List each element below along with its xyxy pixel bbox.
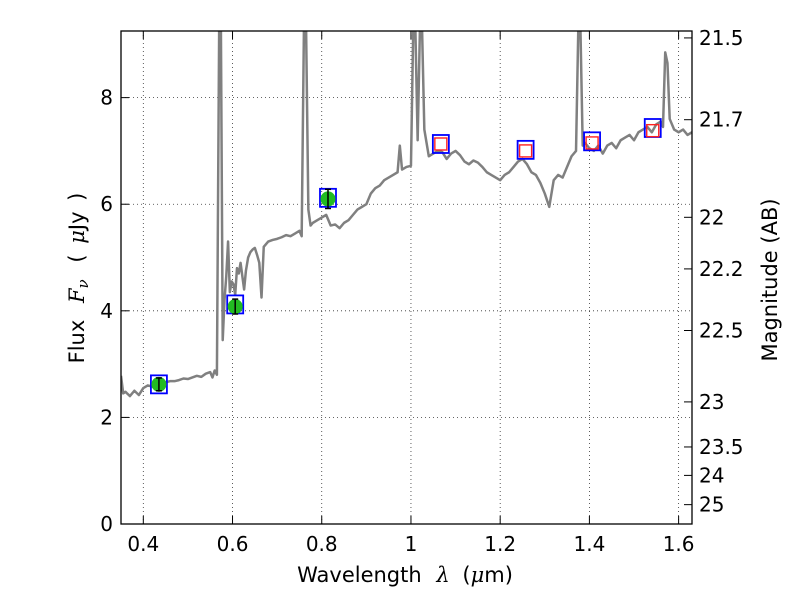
x-tick-label: 0.4 <box>127 532 159 556</box>
y-tick-label: 2 <box>100 405 113 429</box>
y-tick-label: 0 <box>100 512 113 536</box>
grid-layer <box>121 31 692 525</box>
x-tick-label: 1.4 <box>573 532 605 556</box>
plot-area <box>121 31 692 398</box>
predicted-marker <box>434 137 448 151</box>
model-box-marker <box>516 139 535 160</box>
y-tick-label: 4 <box>100 299 113 323</box>
y2-tick-label: 22 <box>699 205 724 229</box>
plot-frame <box>120 30 693 525</box>
predicted-marker <box>518 144 533 158</box>
model-box-marker <box>583 131 601 152</box>
y-tick-label: 8 <box>100 86 113 110</box>
spectrum-line <box>121 31 692 398</box>
y2-tick-label: 21.5 <box>699 26 744 50</box>
x-axis-label: Wavelength λ (μm) <box>297 563 513 587</box>
y2-tick-label: 23 <box>699 390 724 414</box>
y-tick-label: 6 <box>100 192 113 216</box>
y-axis-label: Flux Fν ( μJy ) <box>65 193 93 364</box>
y2-tick-label: 24 <box>699 463 724 487</box>
predicted-marker <box>646 123 660 138</box>
x-tick-label: 0.6 <box>217 532 249 556</box>
y2-tick-label: 25 <box>699 493 724 517</box>
x-tick-label: 1.6 <box>663 532 695 556</box>
y2-axis-label: Magnitude (AB) <box>758 198 782 361</box>
y2-tick-label: 23.5 <box>699 435 744 459</box>
model-box-marker <box>150 374 168 395</box>
x-tick-label: 1 <box>405 532 418 556</box>
x-tick-label: 1.2 <box>484 532 516 556</box>
model-box-marker <box>431 134 450 154</box>
y2-tick-label: 21.7 <box>699 108 744 132</box>
axes-layer: 0.4 0.6 0.8 1 1.2 1.4 1.60246821.521.72222.222… <box>100 26 743 556</box>
y2-tick-label: 22.2 <box>699 257 744 281</box>
x-tick-label: 0.8 <box>306 532 338 556</box>
predicted-marker <box>585 136 599 150</box>
y2-tick-label: 22.5 <box>699 318 744 342</box>
